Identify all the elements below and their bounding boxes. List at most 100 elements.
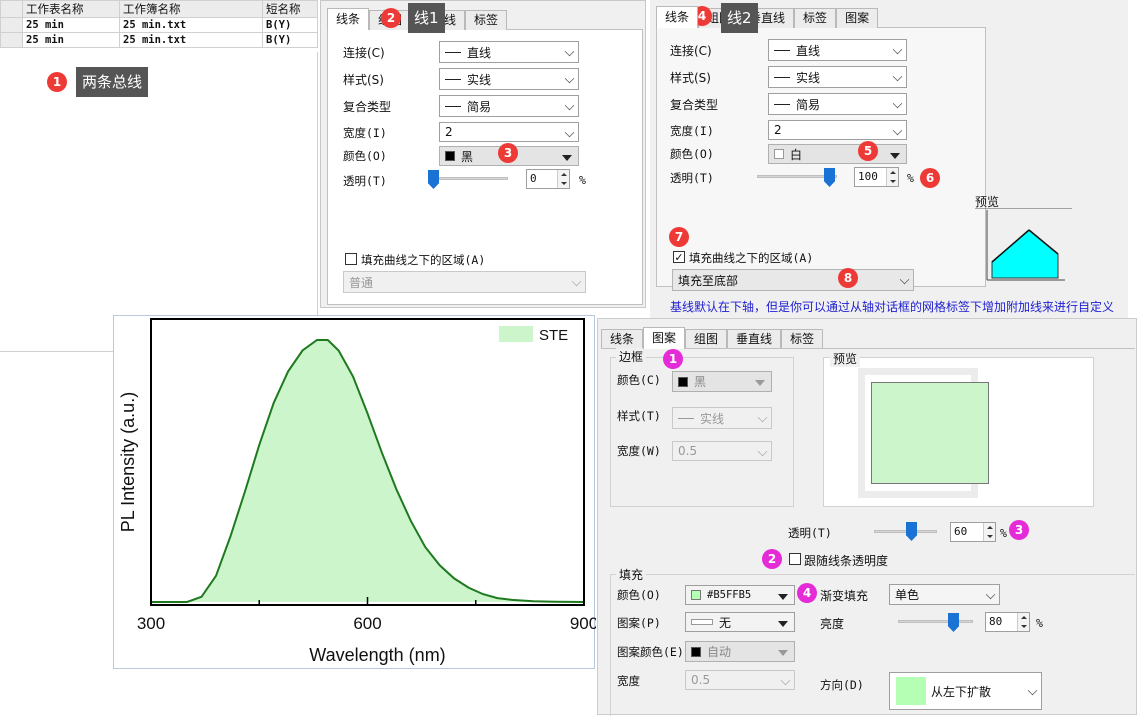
percent-label: % [1036, 616, 1043, 630]
tab-drop-lines[interactable]: 垂直线 [727, 329, 782, 349]
compound-select[interactable]: 简易 [768, 93, 907, 115]
brightness-spinner[interactable]: 80 [985, 612, 1030, 632]
col-header-short[interactable]: 短名称 [262, 0, 318, 18]
row-header [0, 32, 23, 48]
follow-transparency-checkbox[interactable] [789, 553, 801, 565]
brightness-slider-track[interactable] [898, 620, 973, 623]
tab-label[interactable]: 标签 [465, 10, 508, 30]
cell[interactable]: 25 min [22, 32, 120, 48]
fill-color-value: #B5FFB5 [707, 589, 752, 601]
transparency-spinner[interactable]: 100 [854, 167, 899, 187]
annotation-badge: 6 [920, 168, 940, 188]
transparency-slider-track[interactable] [757, 175, 837, 178]
x-tick-label: 900 [570, 614, 596, 633]
connect-select[interactable]: 直线 [768, 39, 907, 61]
chevron-down-icon [985, 589, 996, 600]
style-label: 样式(S) [343, 73, 384, 87]
gradient-select[interactable]: 单色 [889, 584, 1000, 605]
transparency-label: 透明(T) [343, 174, 387, 188]
tab-label[interactable]: 标签 [794, 8, 837, 28]
cell[interactable]: 25 min.txt [119, 32, 263, 48]
pattern-select[interactable]: 无 [685, 612, 795, 632]
transparency-spinner[interactable]: 0 [526, 169, 570, 189]
col-header-sheet[interactable]: 工作表名称 [22, 0, 120, 18]
style-select[interactable]: 实线 [768, 66, 907, 88]
fill-area-checkbox[interactable]: ✓ [673, 251, 685, 264]
percent-label: % [579, 173, 586, 187]
connect-value: 直线 [467, 45, 492, 60]
pattern-width-select[interactable]: 0.5 [685, 670, 795, 690]
tab-line[interactable]: 线条 [327, 8, 370, 30]
border-color-value: 黑 [694, 375, 707, 389]
style-select[interactable]: 实线 [439, 68, 579, 90]
table-row[interactable]: 25 min 25 min.txt B(Y) [0, 32, 318, 48]
col-header-book[interactable]: 工作簿名称 [119, 0, 263, 18]
cell[interactable]: B(Y) [262, 17, 318, 33]
chevron-down-icon [564, 100, 575, 111]
percent-label: % [907, 171, 914, 185]
connect-label: 连接(C) [670, 44, 712, 58]
color-value: 白 [790, 147, 803, 162]
border-color-label: 颜色(C) [617, 373, 661, 387]
transparency-value: 0 [530, 172, 537, 185]
tab-line[interactable]: 线条 [656, 6, 699, 28]
border-width-select[interactable]: 0.5 [672, 441, 772, 461]
gradient-label: 渐变填充 [820, 589, 869, 603]
border-style-select[interactable]: 实线 [672, 407, 772, 429]
width-select[interactable]: 2 [768, 120, 907, 140]
color-select[interactable]: 白 [768, 144, 907, 164]
dropdown-triangle-icon [755, 380, 765, 386]
fill-color-select[interactable]: #B5FFB5 [685, 585, 795, 605]
direction-value: 从左下扩散 [931, 684, 992, 699]
cell[interactable]: B(Y) [262, 32, 318, 48]
color-label: 颜色(O) [343, 149, 387, 163]
annotation-tooltip: 线2 [721, 3, 758, 33]
connect-select[interactable]: 直线 [439, 41, 579, 63]
row-header [0, 17, 23, 33]
chevron-down-icon [892, 125, 903, 136]
width-select[interactable]: 2 [439, 122, 579, 142]
border-color-select[interactable]: 黑 [672, 371, 772, 392]
chevron-down-icon [1027, 685, 1038, 696]
line-style-icon [774, 103, 790, 105]
spinner-arrows-icon[interactable] [983, 523, 995, 541]
fill-area-checkbox[interactable] [345, 253, 357, 265]
width-value: 2 [774, 123, 782, 137]
transparency-spinner[interactable]: 60 [950, 522, 996, 542]
transparency-slider-track[interactable] [874, 530, 937, 533]
color-swatch [691, 646, 701, 657]
fill-mode-select[interactable]: 填充至底部 [672, 269, 914, 291]
brightness-value: 80 [989, 615, 1003, 628]
line-style-icon [774, 49, 790, 51]
spinner-arrows-icon[interactable] [1017, 613, 1029, 631]
transparency-slider-thumb[interactable] [824, 168, 835, 187]
direction-select[interactable]: 从左下扩散 [889, 672, 1042, 710]
compound-select[interactable]: 简易 [439, 95, 579, 117]
cell[interactable]: 25 min.txt [119, 17, 263, 33]
tab-group[interactable]: 组图 [685, 329, 728, 349]
tab-pattern[interactable]: 图案 [836, 8, 879, 28]
fill-mode-select[interactable]: 普通 [343, 271, 586, 293]
transparency-slider-thumb[interactable] [428, 170, 439, 189]
border-width-value: 0.5 [678, 444, 698, 458]
transparency-slider-track[interactable] [433, 177, 508, 180]
spinner-arrows-icon[interactable] [557, 170, 569, 188]
series-line-ste [151, 339, 585, 603]
tab-pattern[interactable]: 图案 [643, 327, 686, 349]
brightness-slider-thumb[interactable] [948, 613, 959, 632]
fill-mode-value: 填充至底部 [678, 273, 739, 288]
color-swatch [774, 149, 784, 159]
cell[interactable]: 25 min [22, 17, 120, 33]
transparency-value: 100 [858, 170, 878, 183]
tab-label[interactable]: 标签 [781, 329, 824, 349]
chevron-down-icon [564, 127, 575, 138]
pattern-dialog: 线条 图案 组图 垂直线 标签 边框 颜色(C) 黑 样式(T) 实线 宽度(W… [597, 318, 1137, 716]
pattern-color-select[interactable]: 自动 [685, 641, 795, 662]
tab-line[interactable]: 线条 [601, 329, 644, 349]
annotation-badge: 4 [797, 583, 817, 603]
worksheet-area [0, 52, 318, 352]
table-row[interactable]: 25 min 25 min.txt B(Y) [0, 17, 318, 33]
spinner-arrows-icon[interactable] [886, 168, 898, 186]
transparency-slider-thumb[interactable] [906, 522, 917, 541]
chevron-down-icon [564, 46, 575, 57]
